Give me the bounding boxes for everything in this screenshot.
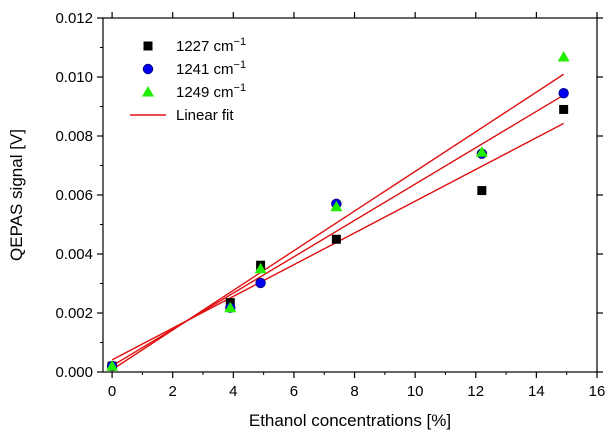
data-point-circle: [558, 88, 569, 99]
x-tick-label: 8: [350, 383, 358, 400]
data-markers: [106, 50, 570, 372]
x-tick-label: 16: [589, 383, 606, 400]
x-tick-label: 10: [407, 383, 424, 400]
legend-marker-triangle: [142, 86, 154, 97]
data-point-triangle: [254, 262, 267, 274]
data-point-circle: [255, 277, 266, 289]
legend: 1227 cm−1 1241 cm−1 1249 cm−1 Linear fit: [130, 36, 246, 124]
legend-marker-square: [143, 41, 153, 51]
y-tick-label: 0.010: [55, 69, 93, 86]
y-axis-title: QEPAS signal [V]: [7, 129, 26, 261]
x-tick-label: 0: [108, 383, 116, 400]
y-tick-label: 0.008: [55, 128, 93, 145]
legend-label: 1249 cm−1: [176, 82, 246, 101]
legend-label: 1241 cm−1: [176, 59, 246, 78]
data-point-triangle: [224, 301, 237, 313]
data-point-triangle: [330, 200, 343, 212]
legend-marker-circle: [142, 63, 154, 75]
y-tick-label: 0.012: [55, 10, 93, 27]
x-tick-label: 14: [528, 383, 545, 400]
y-tick-label: 0.006: [55, 187, 93, 204]
data-point-triangle: [475, 146, 488, 157]
x-tick-label: 2: [169, 383, 177, 400]
axis-ticks: 0 2 4 6 8 10 12 14 16 0.000 0.002 0.004 0.006 0.008 0.…: [55, 10, 605, 400]
legend-fit-label: Linear fit: [176, 107, 234, 124]
data-point-square: [559, 104, 569, 114]
data-point-square: [331, 234, 341, 244]
y-tick-label: 0.000: [55, 364, 93, 381]
data-point-square: [477, 186, 487, 196]
y-tick-label: 0.004: [55, 246, 93, 263]
data-point-triangle: [557, 50, 570, 62]
x-tick-label: 6: [290, 383, 298, 400]
y-tick-label: 0.002: [55, 305, 93, 322]
x-axis-title: Ethanol concentrations [%]: [249, 411, 451, 430]
data-point-triangle: [106, 360, 119, 371]
x-tick-label: 12: [467, 383, 484, 400]
legend-label: 1227 cm−1: [176, 36, 246, 55]
fit-line: [111, 73, 565, 371]
x-tick-label: 4: [229, 383, 237, 400]
